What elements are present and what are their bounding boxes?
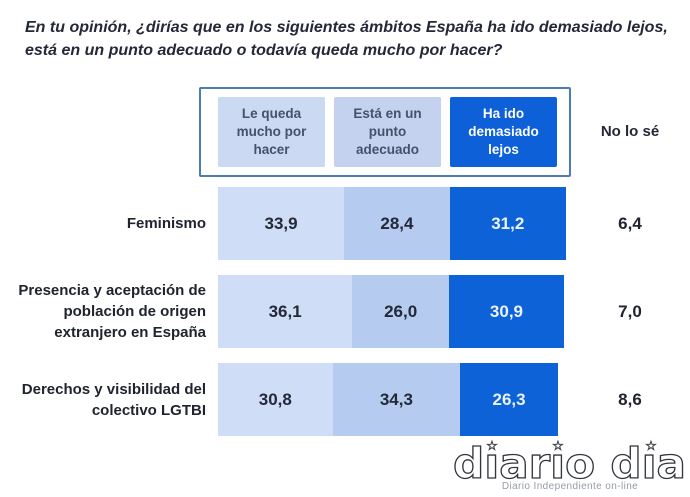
bar-segment: 30,8 [218,363,333,436]
star-icon: ☆ [645,439,657,454]
legend-item-demasiado-lejos: Ha ido demasiado lejos [450,97,557,167]
legend-box: Le queda mucho por hacer Está en un punt… [199,87,571,177]
no-lo-se-value: 7,0 [618,301,642,321]
star-icon: ☆ [552,439,564,454]
bar-segment: 26,3 [460,363,558,436]
bar-segment: 33,9 [218,187,345,260]
no-lo-se-value: 8,6 [618,389,642,409]
bar-segment: 28,4 [344,187,450,260]
bar-segment: 31,2 [449,187,566,260]
legend-label: Está en un punto adecuado [353,106,422,157]
legend-item-punto-adecuado: Está en un punto adecuado [334,97,441,167]
stacked-bar: 36,1 26,0 30,9 [218,275,564,348]
category-label: Feminismo [126,215,206,232]
star-icon: ☆ [486,439,498,454]
bar-segment: 34,3 [332,363,461,436]
stacked-bar: 30,8 34,3 26,3 [218,363,558,436]
stacked-bar: 33,9 28,4 31,2 [218,187,566,260]
chart-title: En tu opinión, ¿dirías que en los siguie… [25,19,668,59]
watermark-logo: ☆ ☆ ☆ dıarıo dıa Diario Independiente on… [452,438,686,492]
legend-label: Le queda mucho por hacer [236,106,307,157]
legend-item-mucho-por-hacer: Le queda mucho por hacer [218,97,325,167]
legend-label: Ha ido demasiado lejos [468,106,539,157]
no-lo-se-value: 6,4 [618,213,642,233]
category-label: Presencia y aceptación de población de o… [18,282,206,341]
bar-segment: 36,1 [218,275,353,348]
watermark-logo-text: dıarıo dıa [453,439,686,488]
no-lo-se-header: No lo sé [600,123,660,140]
bar-segment: 26,0 [352,275,449,348]
watermark-tagline: Diario Independiente on-line [502,481,638,492]
bar-segment: 30,9 [449,275,564,348]
category-label: Derechos y visibilidad del colectivo LGT… [21,380,206,419]
